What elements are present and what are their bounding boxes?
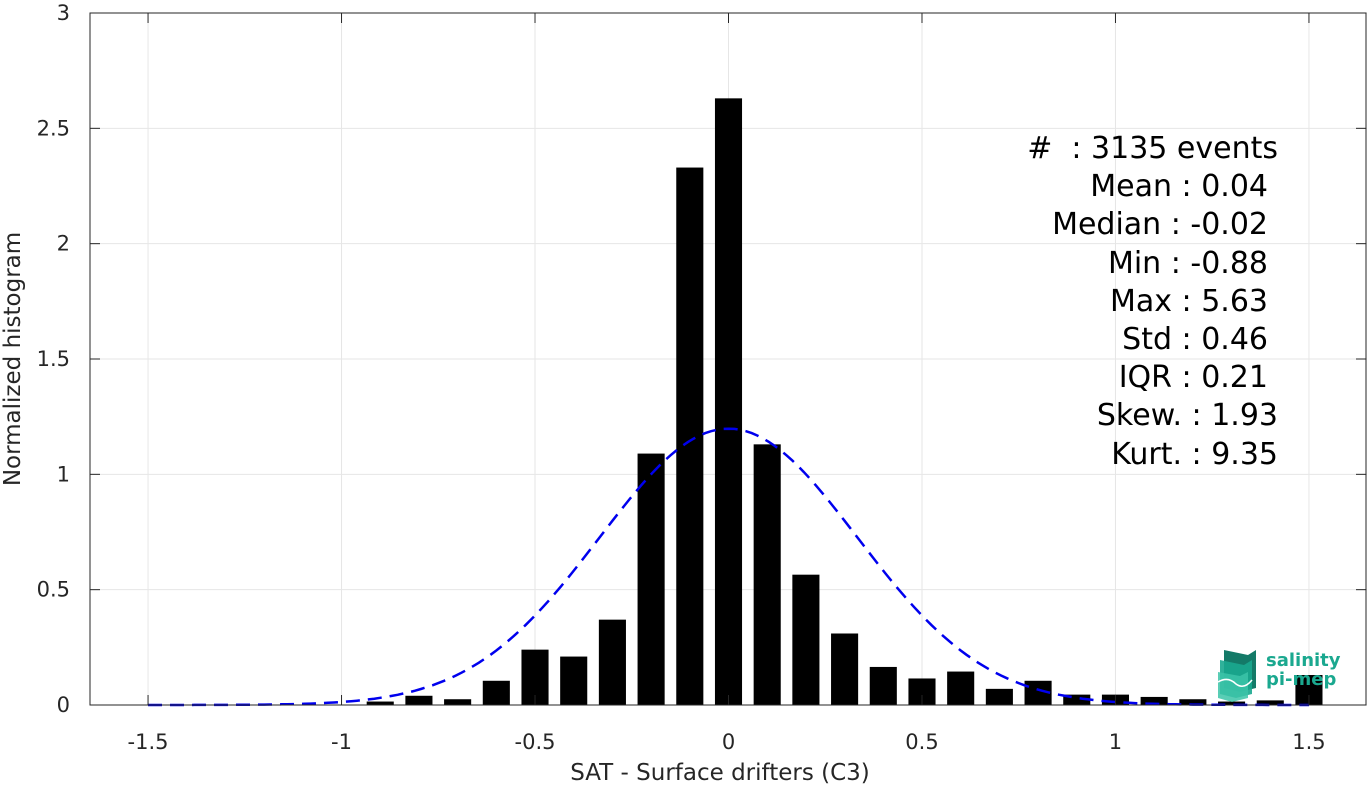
histogram-bars <box>366 98 1323 706</box>
salinity-pimep-logo: salinity pi-mep <box>1217 650 1341 702</box>
x-tick-label: -0.5 <box>515 730 556 754</box>
stats-min: Min : -0.88 <box>1108 246 1268 281</box>
logo-line-2: pi-mep <box>1266 669 1336 690</box>
histogram-bar <box>985 688 1013 705</box>
x-tick-label: -1 <box>331 730 352 754</box>
histogram-bar <box>676 167 704 706</box>
stats-events: # : 3135 events <box>1027 131 1278 166</box>
stats-iqr: IQR : 0.21 <box>1119 360 1268 395</box>
y-tick-label: 2 <box>57 232 70 256</box>
x-axis-label: SAT - Surface drifters (C3) <box>570 760 870 785</box>
y-tick-label: 3 <box>57 1 70 25</box>
y-tick-label: 0 <box>57 693 70 717</box>
histogram-bar <box>366 701 394 705</box>
statistics-annotation: # : 3135 events Mean : 0.04 Median : -0.… <box>1027 131 1278 472</box>
axis-ticks <box>90 12 1366 706</box>
histogram-bar <box>405 695 433 705</box>
stats-mean: Mean : 0.04 <box>1090 169 1268 204</box>
x-tick-labels: -1.5 -1 -0.5 0 0.5 1 1.5 <box>128 730 1326 754</box>
stats-skew: Skew. : 1.93 <box>1097 398 1278 433</box>
y-tick-label: 1 <box>57 462 70 486</box>
histogram-bar <box>598 619 626 705</box>
stats-max: Max : 5.63 <box>1110 284 1268 319</box>
x-tick-label: 1 <box>1109 730 1122 754</box>
histogram-bar <box>1140 696 1168 705</box>
y-tick-labels: 0 0.5 1 1.5 2 2.5 3 <box>37 1 70 717</box>
salinity-pimep-logo-icon <box>1217 650 1256 702</box>
x-tick-label: -1.5 <box>128 730 169 754</box>
y-axis-label: Normalized histogram <box>0 232 26 486</box>
stats-median: Median : -0.02 <box>1052 207 1268 242</box>
histogram-bar <box>1218 701 1246 705</box>
y-tick-label: 1.5 <box>37 347 70 371</box>
x-tick-label: 0.5 <box>905 730 938 754</box>
stats-std: Std : 0.46 <box>1122 322 1268 357</box>
histogram-bar <box>792 574 820 705</box>
histogram-bar <box>1179 699 1207 705</box>
histogram-bar <box>444 699 472 705</box>
histogram-bar <box>482 680 510 705</box>
x-tick-label: 1.5 <box>1292 730 1325 754</box>
histogram-bar <box>753 444 781 705</box>
stats-kurt: Kurt. : 9.35 <box>1111 437 1278 472</box>
x-tick-label: 0 <box>722 730 735 754</box>
y-tick-label: 2.5 <box>37 116 70 140</box>
histogram-bar <box>714 98 743 705</box>
histogram-bar <box>947 671 975 705</box>
histogram-bar <box>560 656 588 705</box>
gaussian-fit-curve <box>148 427 1309 707</box>
y-tick-label: 0.5 <box>37 578 70 602</box>
histogram-bar <box>831 633 859 705</box>
logo-line-1: salinity <box>1266 650 1341 671</box>
histogram-bar <box>1063 694 1091 705</box>
histogram-bar <box>869 666 897 705</box>
histogram-bar <box>637 453 665 705</box>
histogram-bar <box>1256 700 1284 705</box>
